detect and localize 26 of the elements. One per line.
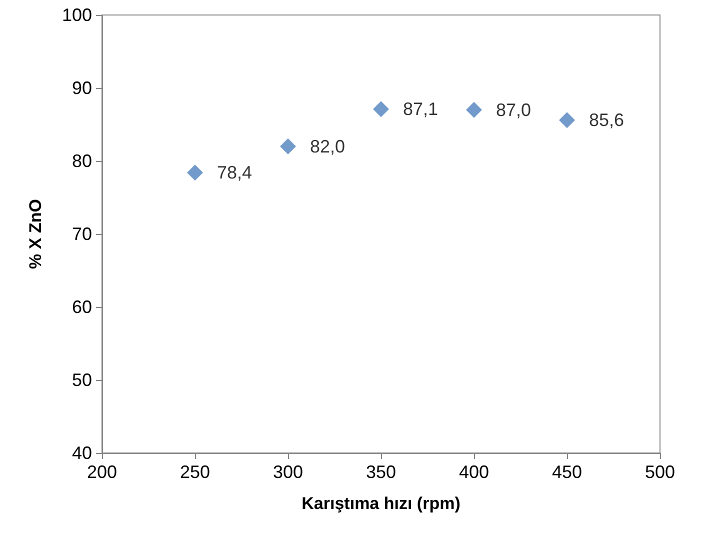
y-tick-label: 50	[72, 370, 92, 390]
x-tick-label: 300	[272, 462, 304, 482]
point	[466, 102, 482, 118]
x-tick-label: 400	[458, 462, 490, 482]
y-tick-label: 70	[72, 224, 92, 244]
point	[373, 101, 389, 118]
data-label: 78,4	[217, 162, 252, 183]
x-tick-label: 250	[180, 462, 210, 482]
point	[280, 138, 296, 154]
x-axis-title: Karıştıma hızı (rpm)	[302, 494, 460, 513]
y-axis-title: % X ZnO	[26, 199, 45, 269]
point	[187, 164, 203, 181]
y-tick-label: 80	[72, 151, 92, 171]
x-tick-label: 200	[86, 462, 118, 482]
x-tick-label: 450	[552, 462, 582, 482]
y-tick-label: 90	[72, 78, 92, 98]
y-tick-label: 100	[62, 5, 92, 25]
data-label: 82,0	[310, 136, 346, 156]
point	[559, 112, 575, 128]
y-tick-label: 40	[72, 443, 92, 463]
data-label: 87,1	[403, 99, 438, 120]
data-label: 87,0	[496, 100, 532, 120]
data-label: 85,6	[589, 110, 624, 130]
x-tick-label: 500	[644, 462, 676, 482]
y-tick-label: 60	[72, 297, 92, 317]
x-tick-label: 350	[366, 462, 396, 482]
